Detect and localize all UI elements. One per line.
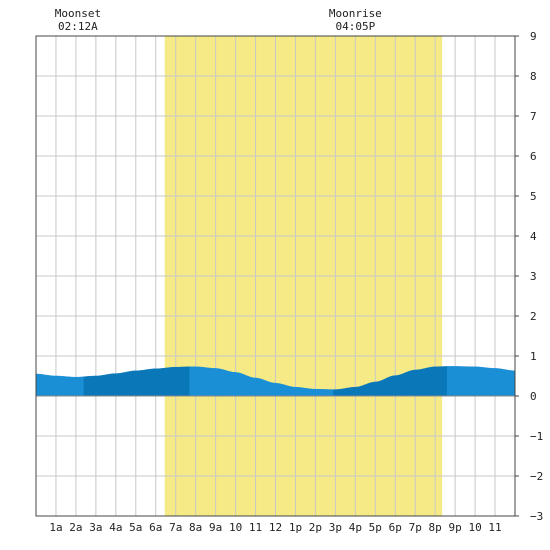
x-tick-label: 10 bbox=[229, 521, 242, 534]
x-tick-label: 10 bbox=[468, 521, 481, 534]
moon-event-time: 04:05P bbox=[335, 20, 375, 33]
x-axis: 1a 2a 3a 4a 5a 6a 7a 8a 9a 10 11 12 1p 2p 3p 4p 5p 6p 7p 8p… bbox=[49, 521, 501, 534]
x-tick-label: 4a bbox=[109, 521, 122, 534]
y-tick-label: −1 bbox=[530, 430, 543, 443]
x-tick-label: 5a bbox=[129, 521, 142, 534]
moon-event-time: 02:12A bbox=[58, 20, 98, 33]
y-tick-label: 4 bbox=[530, 230, 537, 243]
y-tick-label: 1 bbox=[530, 350, 537, 363]
tide-band bbox=[83, 366, 190, 397]
y-tick-label: 6 bbox=[530, 150, 537, 163]
tide-area bbox=[35, 366, 516, 397]
y-tick-label: 9 bbox=[530, 30, 537, 43]
x-tick-label: 8a bbox=[189, 521, 202, 534]
x-tick-label: 11 bbox=[249, 521, 262, 534]
y-tick-label: 7 bbox=[530, 110, 537, 123]
x-tick-label: 3a bbox=[89, 521, 102, 534]
x-tick-label: 7a bbox=[169, 521, 182, 534]
moon-event-title: Moonset bbox=[55, 7, 101, 20]
x-tick-label: 6a bbox=[149, 521, 162, 534]
y-tick-label: 3 bbox=[530, 270, 537, 283]
x-tick-label: 4p bbox=[349, 521, 362, 534]
x-tick-label: 7p bbox=[409, 521, 422, 534]
x-tick-label: 1p bbox=[289, 521, 302, 534]
x-tick-label: 11 bbox=[488, 521, 501, 534]
y-tick-label: 8 bbox=[530, 70, 537, 83]
x-tick-label: 6p bbox=[389, 521, 402, 534]
x-tick-label: 1a bbox=[49, 521, 62, 534]
x-tick-label: 3p bbox=[329, 521, 342, 534]
x-tick-label: 9p bbox=[449, 521, 462, 534]
tide-band bbox=[35, 373, 85, 397]
y-tick-label: −3 bbox=[530, 510, 543, 523]
y-tick-label: 2 bbox=[530, 310, 537, 323]
y-tick-label: −2 bbox=[530, 470, 543, 483]
y-tick-label: 5 bbox=[530, 190, 537, 203]
x-tick-label: 12 bbox=[269, 521, 282, 534]
x-tick-label: 8p bbox=[429, 521, 442, 534]
moon-event-title: Moonrise bbox=[329, 7, 382, 20]
y-axis: −3 −2 −1 0 1 2 3 4 5 6 7 8 9 bbox=[515, 30, 543, 523]
x-tick-label: 5p bbox=[369, 521, 382, 534]
y-tick-label: 0 bbox=[530, 390, 537, 403]
tide-band bbox=[446, 366, 516, 397]
x-tick-label: 2p bbox=[309, 521, 322, 534]
tide-band bbox=[333, 366, 448, 397]
tide-band bbox=[189, 366, 334, 397]
x-tick-label: 2a bbox=[69, 521, 82, 534]
grid-layer bbox=[36, 35, 515, 517]
x-tick-label: 9a bbox=[209, 521, 222, 534]
